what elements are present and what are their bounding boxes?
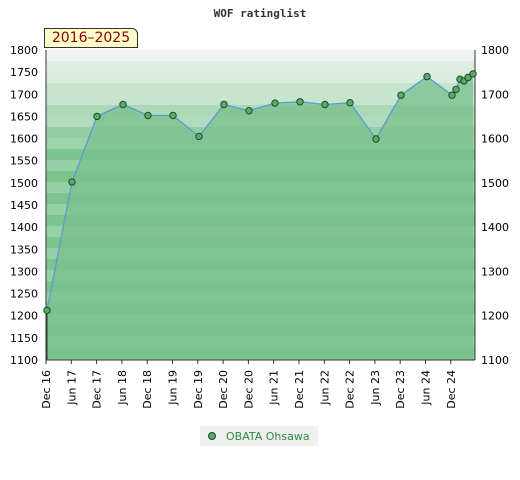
background-band <box>46 61 475 72</box>
series-area <box>47 73 473 361</box>
y-tick-label: 1650 <box>10 110 38 123</box>
data-point <box>119 100 127 109</box>
x-tick-label: Dec 19 <box>192 370 205 409</box>
y-tick-label: 1800 <box>10 44 38 57</box>
y-tick-label: 1600 <box>10 133 38 146</box>
data-points <box>43 70 477 315</box>
data-point <box>144 111 152 120</box>
y-tick-label: 1500 <box>10 177 38 190</box>
legend: OBATA Ohsawa <box>200 426 318 446</box>
legend-marker-icon <box>208 432 216 440</box>
y-tick-label: 1350 <box>10 243 38 256</box>
y-tick-label: 1150 <box>10 332 38 345</box>
y-tick-label: 1750 <box>10 66 38 79</box>
data-point <box>195 132 203 141</box>
x-tick-label: Jun 24 <box>420 370 433 406</box>
period-label: 2016–2025 <box>44 28 138 48</box>
background-band <box>46 50 475 61</box>
background-band <box>46 83 475 94</box>
data-point <box>220 100 228 109</box>
y-tick-label-right: 1400 <box>481 221 509 234</box>
x-tick-label: Dec 17 <box>91 370 104 409</box>
data-point <box>469 70 477 78</box>
y-axis-right: 1100 1200 1300 1400 1500 1600 1700 1800 <box>474 44 509 367</box>
y-tick-label: 1100 <box>10 354 38 367</box>
y-tick-label-right: 1300 <box>481 265 509 278</box>
background-band <box>46 72 475 83</box>
data-point <box>43 306 51 315</box>
x-tick-label: Dec 16 <box>40 370 53 409</box>
x-tick-label: Jun 21 <box>268 370 281 406</box>
y-tick-label: 1550 <box>10 155 38 168</box>
data-point <box>296 98 304 106</box>
y-tick-label-right: 1100 <box>481 354 509 367</box>
y-axis-left: 1100 1150 1200 1250 1300 1350 1400 1450 1500 1550… <box>10 44 47 367</box>
background-band <box>46 94 475 105</box>
data-point <box>346 99 354 107</box>
data-point <box>245 107 253 115</box>
data-point <box>452 85 460 94</box>
data-point <box>321 100 329 109</box>
y-tick-label: 1700 <box>10 88 38 101</box>
y-tick-label: 1400 <box>10 221 38 234</box>
data-point <box>397 91 405 99</box>
y-tick-label: 1300 <box>10 265 38 278</box>
x-tick-label: Dec 18 <box>141 370 154 409</box>
x-tick-label: Jun 18 <box>116 370 129 406</box>
data-point <box>448 91 456 99</box>
y-tick-label: 1200 <box>10 310 38 323</box>
data-point <box>423 72 431 81</box>
x-tick-label: Jun 23 <box>369 370 382 406</box>
x-tick-label: Dec 20 <box>217 370 230 409</box>
x-tick-label: Jun 22 <box>318 370 331 406</box>
area-layer <box>46 73 474 361</box>
x-tick-label: Dec 20 <box>242 370 255 409</box>
series-line <box>46 73 474 311</box>
legend-label: OBATA Ohsawa <box>226 429 310 443</box>
data-point <box>271 99 279 107</box>
data-point <box>464 73 472 82</box>
data-point <box>372 135 380 143</box>
y-tick-label-right: 1600 <box>481 133 509 146</box>
y-tick-label-right: 1800 <box>481 44 509 57</box>
x-tick-label: Dec 23 <box>394 370 407 409</box>
period-text: 2016–2025 <box>51 30 131 46</box>
x-tick-label: Jun 19 <box>167 370 180 406</box>
data-point <box>169 111 177 120</box>
y-tick-label: 1250 <box>10 288 38 301</box>
x-tick-label: Dec 21 <box>293 370 306 409</box>
y-tick-label-right: 1700 <box>481 88 509 101</box>
y-tick-label-right: 1200 <box>481 310 509 323</box>
data-point <box>68 178 76 186</box>
x-tick-label: Jun 17 <box>65 370 78 406</box>
data-point <box>93 112 101 121</box>
x-axis: Dec 16 Jun 17 Dec 17 Jun 18 Dec 18 Jun 19 Dec … <box>40 359 475 409</box>
y-tick-label: 1450 <box>10 199 38 212</box>
x-tick-label: Dec 24 <box>445 370 458 409</box>
y-tick-label-right: 1500 <box>481 177 509 190</box>
x-tick-label: Dec 22 <box>344 370 357 409</box>
chart-title: WOF ratinglist <box>214 7 307 20</box>
